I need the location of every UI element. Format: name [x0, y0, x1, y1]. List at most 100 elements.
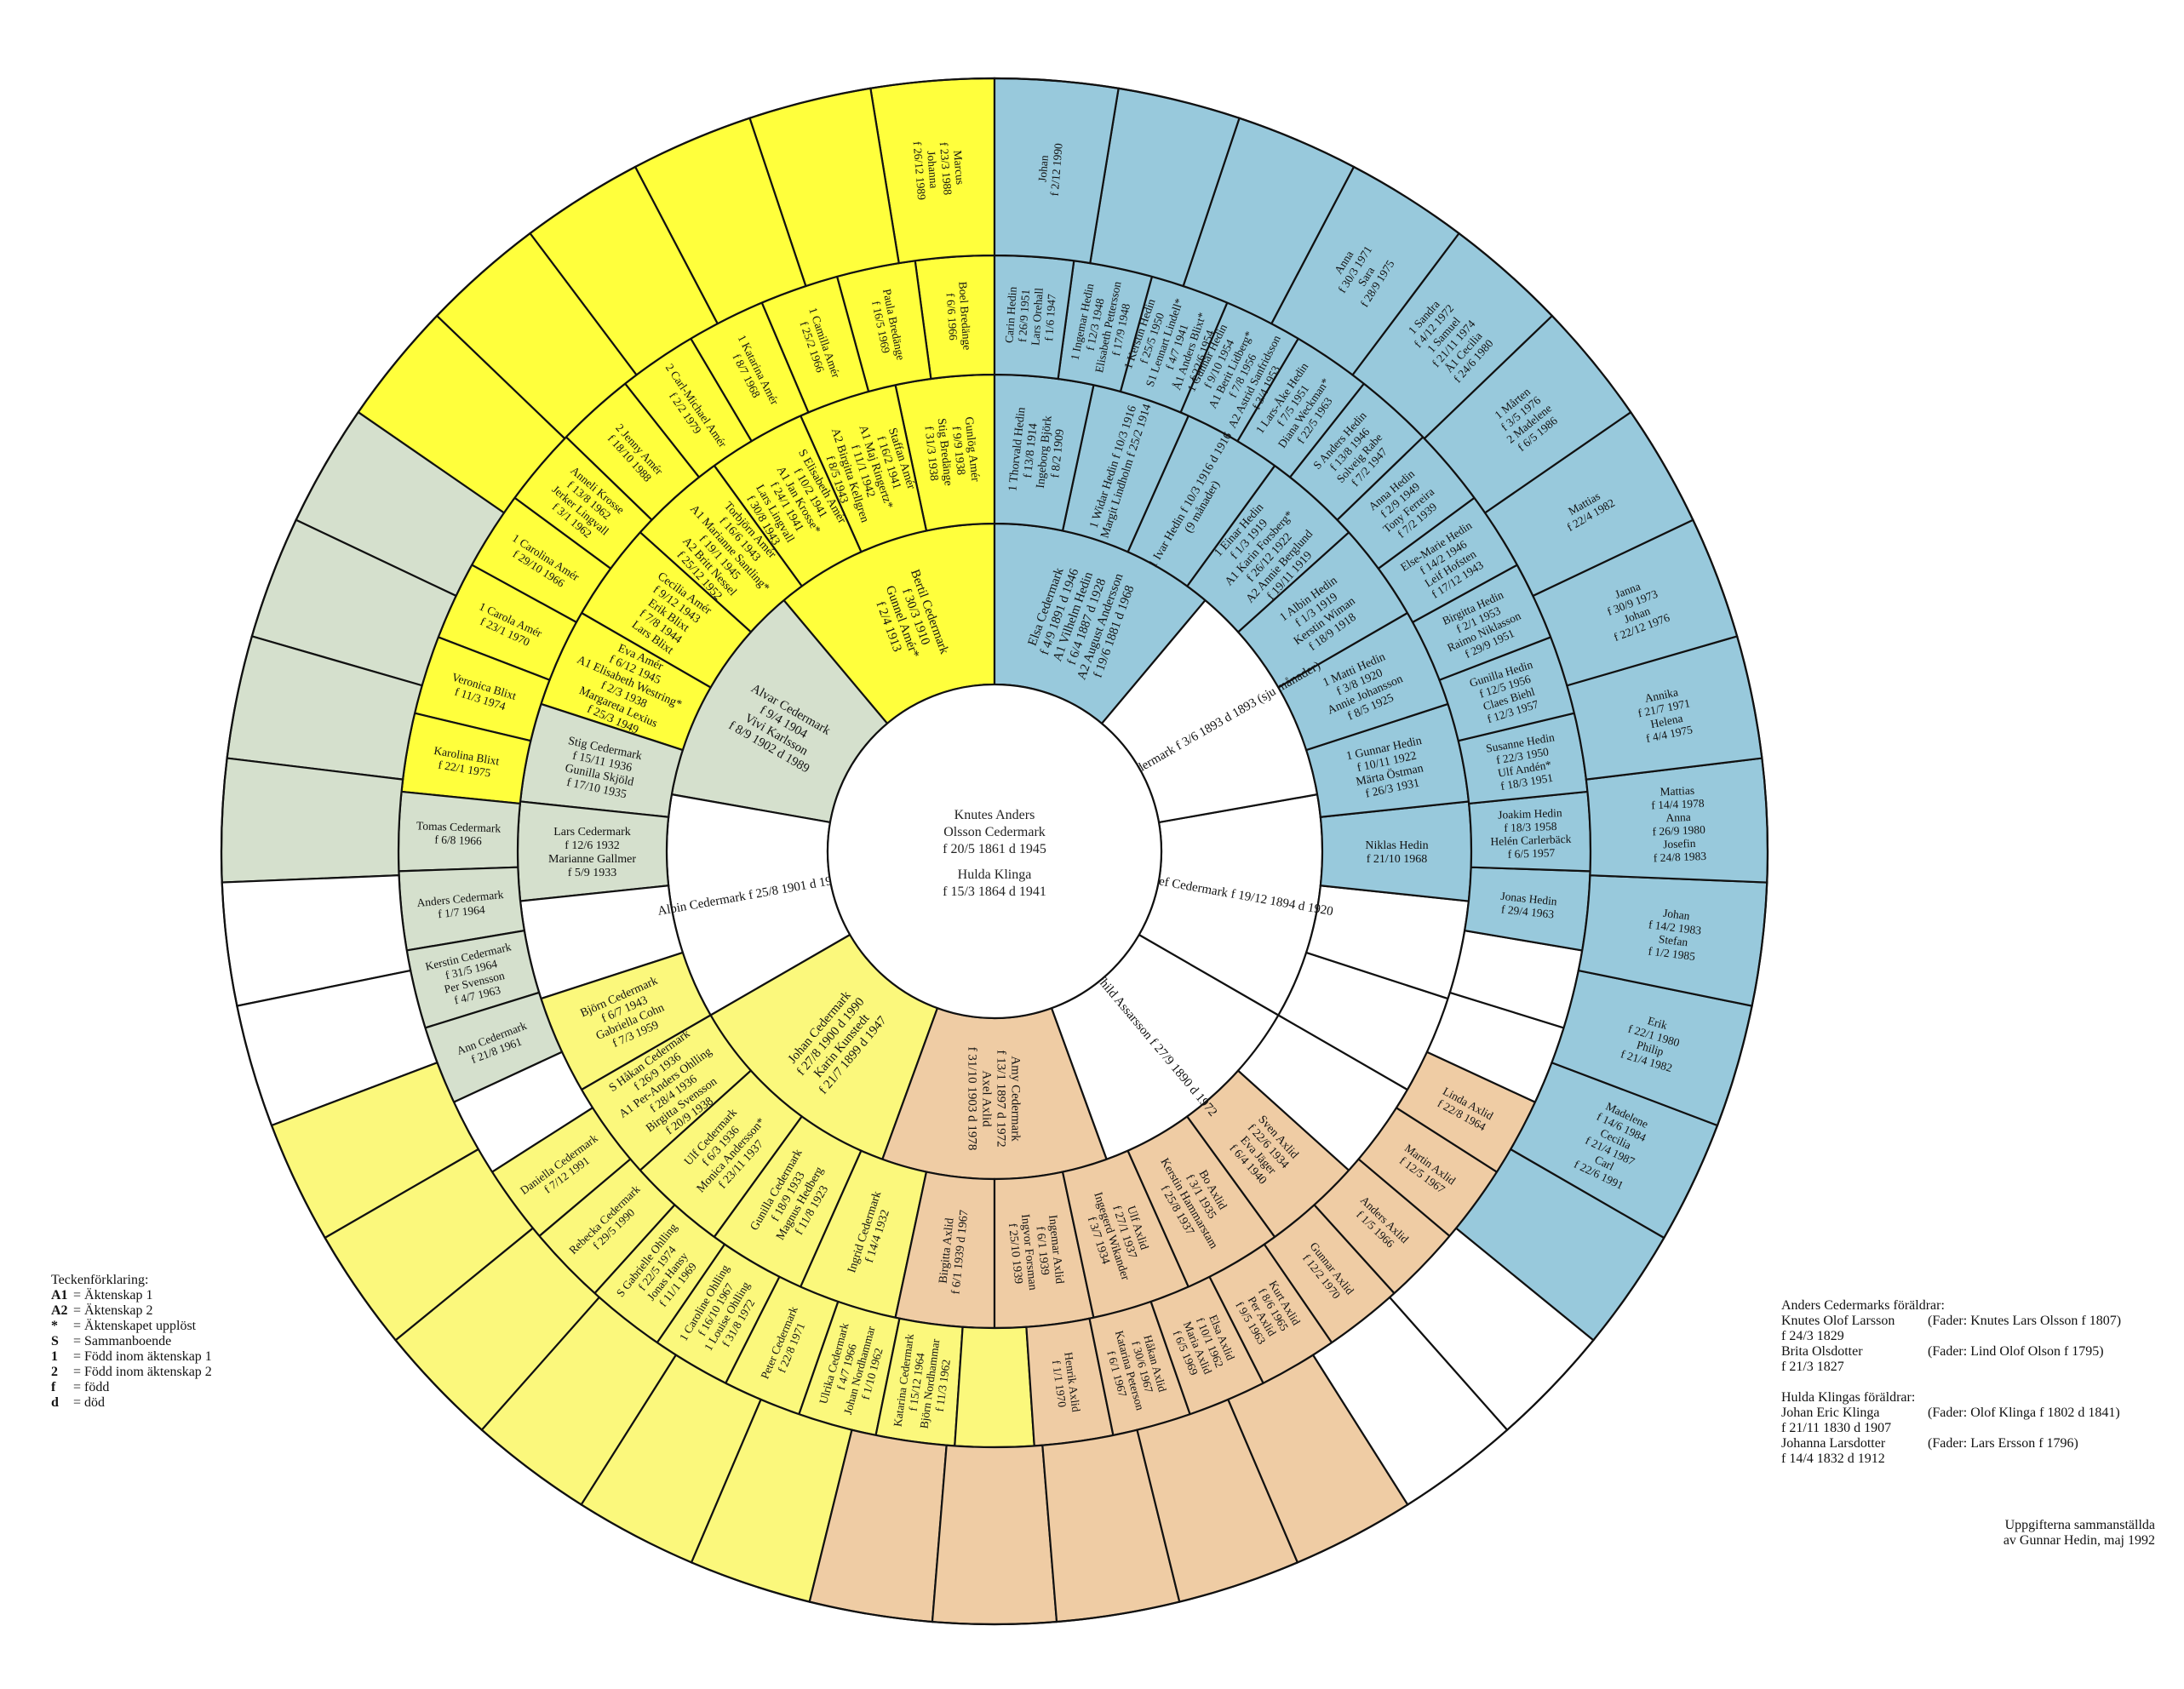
person-text: f 29/4 1963 [1500, 902, 1555, 920]
person-text: f 6/1 1939 [1033, 1226, 1051, 1276]
legend-text: = född [73, 1380, 110, 1394]
credit-line: Uppgifterna sammanställda [2004, 1518, 2155, 1532]
person-text: f 12/6 1932 [565, 839, 620, 852]
parent-father: (Fader: Olof Klinga f 1802 d 1841) [1928, 1406, 2120, 1420]
parents-title-klinga: Hulda Klingas föräldrar: [1781, 1390, 1916, 1405]
person-text: f 31/3 1938 [922, 426, 941, 482]
person-text: f 6/6 1966 [944, 293, 960, 341]
credit-line: av Gunnar Hedin, maj 1992 [2003, 1533, 2155, 1548]
parent-name: Knutes Olof Larsson [1781, 1314, 1895, 1328]
parent-name: Johan Eric Klinga [1781, 1406, 1880, 1420]
parent-row: Knutes Olof Larsson (Fader: Knutes Lars O… [1781, 1314, 2121, 1329]
husband-family-name: Olsson Cedermark [943, 825, 1046, 839]
legend-key: A1 [51, 1288, 68, 1303]
person-text: f 21/10 1968 [1367, 853, 1428, 866]
parent-row: Johan Eric Klinga (Fader: Olof Klinga f 1… [1781, 1406, 2121, 1421]
parent-dates: f 14/4 1832 d 1912 [1781, 1451, 1885, 1466]
legend-row: A2 = Äktenskap 2 [51, 1303, 212, 1319]
person-text: f 26/12 1989 [911, 141, 929, 201]
legend-text: = Äktenskap 2 [73, 1303, 153, 1318]
parent-row: Brita Olsdotter (Fader: Lind Olof Olson f… [1781, 1344, 2121, 1360]
person-text: f 18/3 1958 [1504, 820, 1557, 834]
center-circle [826, 683, 1163, 1020]
legend-title: Teckenförklaring: [51, 1273, 149, 1287]
person-text: f 1/7 1964 [438, 903, 486, 921]
person-text: Marianne Gallmer [548, 853, 636, 866]
person-text: f 14/2 1983 [1648, 918, 1702, 936]
legend-row: S = Sammanboende [51, 1334, 212, 1349]
fan-segment-gen4 [931, 1444, 1058, 1626]
person-text: Johanna [925, 151, 941, 189]
person-text: Lars Cedermark [553, 826, 631, 839]
outer-boundary [220, 77, 1769, 1626]
legend-key: A2 [51, 1303, 68, 1318]
legend-row: A1 = Äktenskap 1 [51, 1288, 212, 1303]
parents-panel: Anders Cedermarks föräldrar: Knutes Olof… [1781, 1298, 2121, 1467]
legend-text: = Född inom äktenskap 1 [73, 1349, 212, 1364]
person-text: Axel Axlid [979, 1070, 993, 1127]
parents-title-cedermark: Anders Cedermarks föräldrar: [1781, 1298, 1945, 1313]
legend-key: 2 [51, 1365, 58, 1379]
legend-row: * = Äktenskapet upplöst [51, 1319, 212, 1334]
legend-row: 1 = Född inom äktenskap 1 [51, 1349, 212, 1365]
person-text: f 23/3 1988 [937, 141, 954, 196]
person-text: Lars Orehall [1029, 287, 1046, 346]
person-text: Anna [1665, 810, 1691, 824]
parent-father: (Fader: Lind Olof Olson f 1795) [1928, 1344, 2104, 1359]
legend-row: 2 = Född inom äktenskap 2 [51, 1365, 212, 1380]
husband-given-name: Knutes Anders [954, 808, 1035, 822]
person-text: Johan [1662, 907, 1690, 923]
person-text: Boel Bredänge [956, 281, 973, 350]
wife-dates: f 15/3 1864 d 1941 [943, 885, 1046, 899]
person-text: Helena [1649, 712, 1683, 730]
person-text: f 26/9 1980 [1652, 823, 1705, 839]
center-couple: Knutes Anders Olsson Cedermark f 20/5 18… [943, 808, 1046, 899]
legend-key: d [51, 1395, 59, 1410]
person-text: Tomas Cedermark [416, 819, 502, 834]
parent-dates: f 21/3 1827 [1781, 1360, 1844, 1374]
person-text: f 2/12 1990 [1048, 142, 1065, 197]
person-text: f 25/10 1939 [1006, 1222, 1024, 1285]
person-text: Mattias [1659, 784, 1694, 799]
fan-rings [220, 77, 1769, 1626]
legend-text: = död [73, 1395, 106, 1410]
parent-dates: f 24/3 1829 [1781, 1329, 1844, 1343]
person-text: f 1/1 1970 [1050, 1360, 1069, 1408]
legend-text: = Född inom äktenskap 2 [73, 1365, 212, 1379]
person-text: Niklas Hedin [1365, 839, 1428, 852]
person-text: f 24/8 1983 [1654, 850, 1707, 865]
fan-segment-gen4 [220, 757, 404, 884]
legend-key: f [51, 1380, 56, 1394]
person-text: Jonas Hedin [1500, 890, 1558, 908]
person-text: f 8/2 1909 [1049, 428, 1067, 478]
person-text: f 1/2 1985 [1648, 944, 1696, 963]
parent-name: Brita Olsdotter [1781, 1344, 1863, 1359]
legend-key: 1 [51, 1349, 58, 1364]
person-text: Erik [1646, 1014, 1669, 1032]
person-text: Carin Hedin [1002, 286, 1018, 343]
person-text: f 9/9 1938 [949, 426, 967, 476]
parent-father: (Fader: Lars Ersson f 1796) [1928, 1436, 2078, 1451]
person-text: Johan [1035, 154, 1051, 182]
person-text: Marcus [951, 150, 966, 186]
legend-text: = Äktenskap 1 [73, 1288, 153, 1303]
person-text: f 14/4 1978 [1651, 797, 1705, 812]
